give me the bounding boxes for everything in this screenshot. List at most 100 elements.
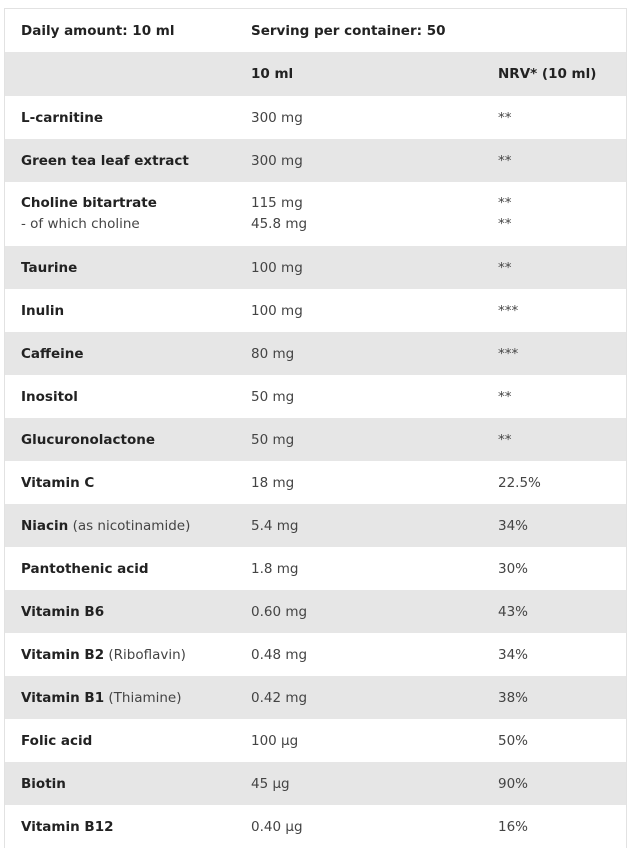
table-row: L-carnitine 300 mg ** <box>5 96 626 139</box>
table-row: Vitamin B1 (Thiamine) 0.42 mg 38% <box>5 676 626 719</box>
amount-cell: 5.4 mg <box>251 517 299 534</box>
servings-per-container: Serving per container: 50 <box>251 22 446 39</box>
table-row: Vitamin C 18 mg 22.5% <box>5 461 626 504</box>
amount-cell: 18 mg <box>251 474 295 491</box>
amount-cell: 0.48 mg <box>251 646 308 663</box>
table-row: Vitamin B6 0.60 mg 43% <box>5 590 626 633</box>
nrv-cell: ** <box>498 431 512 448</box>
ingredient-name: L-carnitine <box>21 109 104 126</box>
amount-cell: 80 mg <box>251 345 295 362</box>
ingredient-name: Inositol <box>21 388 78 405</box>
amount-cell: 1.8 mg <box>251 560 299 577</box>
ingredient-cell: Vitamin B2 (Riboflavin) <box>5 647 235 663</box>
amount-value: 115 mg <box>251 195 303 211</box>
nrv-cell: 22.5% <box>498 474 541 491</box>
ingredient-cell: L-carnitine <box>5 110 235 126</box>
header-row: Daily amount: 10 ml Serving per containe… <box>5 9 626 52</box>
ingredient-cell: Niacin (as nicotinamide) <box>5 518 235 534</box>
ingredient-cell: Glucuronolactone <box>5 432 235 448</box>
nutrition-table: Daily amount: 10 ml Serving per containe… <box>4 8 627 848</box>
amount-cell: 50 mg <box>251 388 295 405</box>
ingredient-name: Folic acid <box>21 732 93 749</box>
nrv-cell: *** <box>498 345 519 362</box>
table-row: Choline bitartrate - of which choline 11… <box>5 182 626 246</box>
nrv-cell: 50% <box>498 732 529 749</box>
table-row: Caffeine 80 mg *** <box>5 332 626 375</box>
amount-cell: 0.40 µg <box>251 818 303 835</box>
ingredient-cell: Vitamin C <box>5 475 235 491</box>
ingredient-cell: Folic acid <box>5 733 235 749</box>
ingredient-cell: Green tea leaf extract <box>5 153 235 169</box>
ingredient-name: Biotin <box>21 775 66 792</box>
ingredient-name: Niacin <box>21 517 69 534</box>
nrv-cell: ** <box>498 109 512 126</box>
column-header-row: 10 ml NRV* (10 ml) <box>5 52 626 96</box>
ingredient-subname: - of which choline <box>21 216 140 232</box>
nrv-cell: 34% <box>498 517 529 534</box>
table-row: Vitamin B12 0.40 µg 16% <box>5 805 626 848</box>
amount-cell: 300 mg <box>251 109 303 126</box>
table-row: Inulin 100 mg *** <box>5 289 626 332</box>
ingredient-name: Caffeine <box>21 345 84 362</box>
table-row: Inositol 50 mg ** <box>5 375 626 418</box>
nrv-cell: 38% <box>498 689 529 706</box>
ingredient-name: Vitamin C <box>21 474 95 491</box>
table-row: Folic acid 100 µg 50% <box>5 719 626 762</box>
ingredient-cell: Vitamin B6 <box>5 604 235 620</box>
ingredient-cell: Caffeine <box>5 346 235 362</box>
daily-amount: Daily amount: 10 ml <box>21 22 175 39</box>
ingredient-name: Green tea leaf extract <box>21 152 189 169</box>
nrv-value: ** <box>498 195 512 211</box>
ingredient-cell: Choline bitartrate - of which choline <box>5 193 235 235</box>
ingredient-name: Glucuronolactone <box>21 431 155 448</box>
ingredient-note: (as nicotinamide) <box>68 517 191 534</box>
ingredient-name: Vitamin B2 <box>21 646 105 663</box>
amount-cell: 0.42 mg <box>251 689 308 706</box>
amount-sub-value: 45.8 mg <box>251 216 308 232</box>
amount-cell: 300 mg <box>251 152 303 169</box>
table-row: Glucuronolactone 50 mg ** <box>5 418 626 461</box>
amount-cell: 100 mg <box>251 302 303 319</box>
ingredient-cell: Pantothenic acid <box>5 561 235 577</box>
nrv-cell: ** ** <box>482 193 626 235</box>
ingredient-note: (Thiamine) <box>104 689 182 706</box>
nrv-cell: 30% <box>498 560 529 577</box>
ingredient-cell: Taurine <box>5 260 235 276</box>
table-row: Pantothenic acid 1.8 mg 30% <box>5 547 626 590</box>
column-header-amount: 10 ml <box>251 66 294 82</box>
amount-cell: 45 µg <box>251 775 290 792</box>
amount-cell: 50 mg <box>251 431 295 448</box>
amount-cell: 0.60 mg <box>251 603 308 620</box>
nrv-cell: 43% <box>498 603 529 620</box>
ingredient-cell: Vitamin B1 (Thiamine) <box>5 690 235 706</box>
ingredient-cell: Vitamin B12 <box>5 819 235 835</box>
nrv-cell: *** <box>498 302 519 319</box>
ingredient-cell: Inositol <box>5 389 235 405</box>
ingredient-name: Inulin <box>21 302 65 319</box>
column-header-nrv: NRV* (10 ml) <box>498 66 597 82</box>
amount-cell: 100 mg <box>251 259 303 276</box>
nrv-cell: ** <box>498 152 512 169</box>
ingredient-name: Choline bitartrate <box>21 195 157 211</box>
ingredient-name: Vitamin B1 <box>21 689 105 706</box>
nrv-cell: ** <box>498 388 512 405</box>
nrv-cell: ** <box>498 259 512 276</box>
nrv-cell: 34% <box>498 646 529 663</box>
nrv-sub-value: ** <box>498 216 512 232</box>
ingredient-name: Pantothenic acid <box>21 560 149 577</box>
ingredient-cell: Inulin <box>5 303 235 319</box>
ingredient-note: (Riboflavin) <box>104 646 186 663</box>
table-row: Green tea leaf extract 300 mg ** <box>5 139 626 182</box>
table-row: Niacin (as nicotinamide) 5.4 mg 34% <box>5 504 626 547</box>
amount-cell: 115 mg 45.8 mg <box>235 193 482 235</box>
ingredient-name: Vitamin B6 <box>21 603 105 620</box>
table-row: Taurine 100 mg ** <box>5 246 626 289</box>
amount-cell: 100 µg <box>251 732 299 749</box>
ingredient-cell: Biotin <box>5 776 235 792</box>
ingredient-name: Vitamin B12 <box>21 818 114 835</box>
nrv-cell: 90% <box>498 775 529 792</box>
table-row: Vitamin B2 (Riboflavin) 0.48 mg 34% <box>5 633 626 676</box>
nrv-cell: 16% <box>498 818 529 835</box>
table-row: Biotin 45 µg 90% <box>5 762 626 805</box>
ingredient-name: Taurine <box>21 259 78 276</box>
